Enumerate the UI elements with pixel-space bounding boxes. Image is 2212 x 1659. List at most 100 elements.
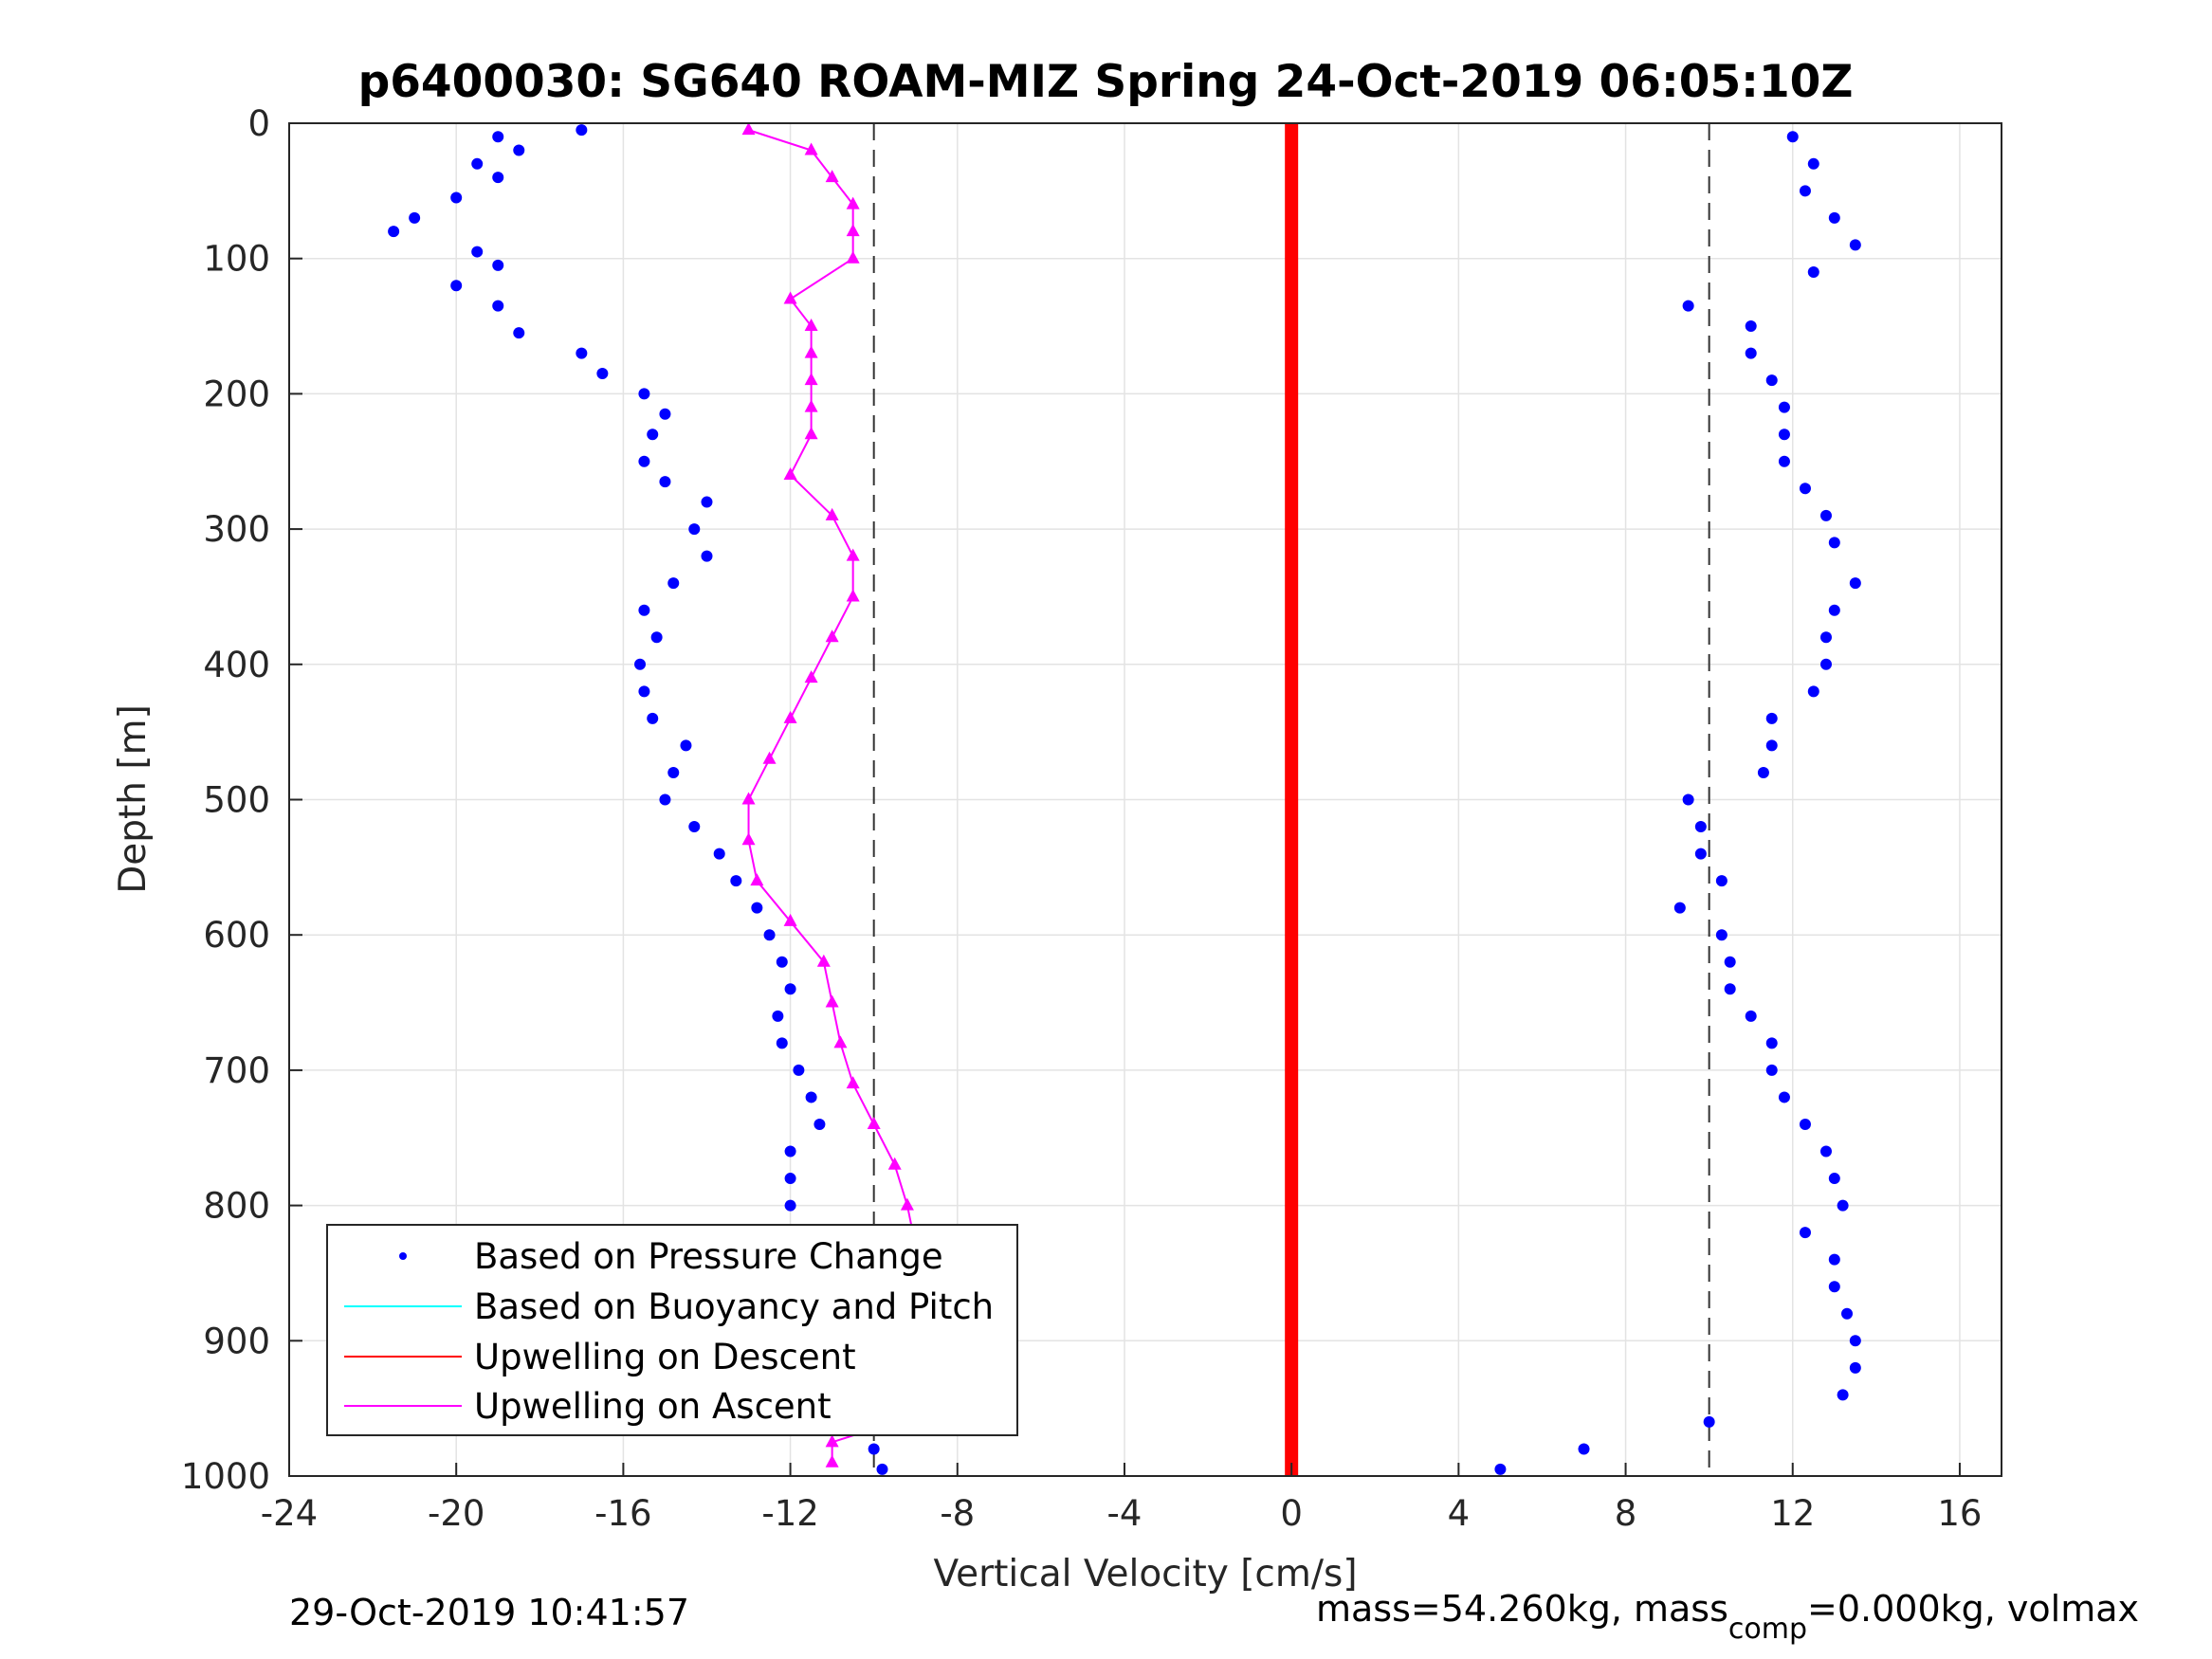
y-tick-label: 1000	[181, 1456, 270, 1497]
ascent-point	[825, 1454, 839, 1468]
x-tick-label: -4	[1107, 1493, 1143, 1534]
x-tick-label: -24	[261, 1493, 318, 1534]
pressure-point	[805, 1091, 817, 1103]
y-ticks: 0 100 200 300 400 500 600 700 800 900 1000	[181, 103, 302, 1497]
ascent-point	[900, 1197, 914, 1211]
pressure-point	[688, 821, 701, 833]
x-tick-label: -16	[594, 1493, 651, 1534]
pressure-point	[647, 712, 659, 724]
pressure-point	[868, 1443, 880, 1455]
pressure-point	[1807, 685, 1819, 698]
pressure-point	[1828, 211, 1840, 224]
pressure-point	[1807, 265, 1819, 278]
pressure-point	[784, 1145, 796, 1158]
y-tick-label: 800	[203, 1186, 270, 1227]
pressure-point	[638, 604, 650, 616]
pressure-point	[784, 1173, 796, 1185]
ascent-point	[783, 467, 797, 481]
ascent-point	[846, 196, 860, 210]
pressure-point	[513, 327, 525, 339]
y-tick-label: 300	[203, 509, 270, 550]
ascent-point	[887, 1157, 902, 1170]
pressure-point	[701, 496, 713, 508]
pressure-point	[763, 929, 776, 941]
pressure-point	[1828, 1173, 1840, 1185]
x-tick-label: 8	[1615, 1493, 1637, 1534]
pressure-point	[1778, 1091, 1790, 1103]
pressure-point	[1765, 1064, 1778, 1076]
pressure-point	[1799, 185, 1811, 197]
footer-mass-info: mass=54.260kg, masscomp=0.000kg, volmax	[1316, 1588, 2139, 1646]
pressure-point	[492, 172, 504, 184]
pressure-point	[793, 1064, 805, 1076]
pressure-point	[1778, 455, 1790, 467]
pressure-point	[1682, 300, 1694, 312]
pressure-point	[730, 875, 742, 887]
pressure-point	[1724, 983, 1736, 995]
ascent-point	[825, 170, 839, 183]
ascent-point	[816, 954, 831, 967]
pressure-point	[1694, 848, 1707, 860]
ascent-point	[804, 319, 818, 332]
ascent-point	[804, 399, 818, 412]
pressure-point	[1807, 157, 1819, 170]
pressure-point	[1819, 631, 1832, 644]
pressure-point	[650, 631, 663, 644]
pressure-point	[1745, 1010, 1757, 1022]
ascent-point	[804, 142, 818, 155]
ascent-point	[825, 629, 839, 643]
y-tick-label: 500	[203, 780, 270, 821]
ascent-point	[741, 792, 756, 805]
pressure-point	[1745, 347, 1757, 359]
ascent-point	[846, 250, 860, 264]
ascent-point	[846, 1076, 860, 1089]
x-tick-label: -12	[761, 1493, 818, 1534]
pressure-point	[638, 388, 650, 400]
y-tick-label: 400	[203, 645, 270, 685]
pressure-point	[576, 347, 588, 359]
ascent-point	[783, 291, 797, 304]
plot-marks	[388, 122, 1861, 1476]
pressure-point	[1765, 1037, 1778, 1049]
pressure-point	[1841, 1307, 1854, 1320]
pressure-point	[471, 157, 484, 170]
pressure-point	[1786, 131, 1799, 143]
ascent-point	[804, 345, 818, 358]
x-tick-label: -20	[428, 1493, 484, 1534]
pressure-point	[1799, 1227, 1811, 1239]
pressure-point	[1778, 401, 1790, 413]
pressure-point	[1819, 509, 1832, 521]
legend-box	[326, 1224, 1018, 1436]
legend-label-pressure: Based on Pressure Change	[474, 1236, 943, 1277]
footer-timestamp: 29-Oct-2019 10:41:57	[289, 1592, 689, 1633]
pressure-point	[513, 144, 525, 156]
pressure-point	[1849, 239, 1861, 251]
pressure-point	[667, 577, 680, 590]
pressure-point	[409, 211, 421, 224]
pressure-point	[667, 766, 680, 778]
x-axis-label: Vertical Velocity [cm/s]	[933, 1553, 1357, 1595]
pressure-point	[1724, 956, 1736, 968]
pressure-point	[1819, 658, 1832, 670]
x-tick-label: 12	[1770, 1493, 1815, 1534]
pressure-point	[638, 685, 650, 698]
ascent-point	[825, 1434, 839, 1448]
pressure-point	[784, 983, 796, 995]
pressure-point	[450, 280, 463, 292]
pressure-point	[1799, 483, 1811, 495]
pressure-point	[492, 131, 504, 143]
pressure-point	[1703, 1415, 1715, 1428]
y-tick-label: 100	[203, 239, 270, 280]
y-axis-label: Depth [m]	[112, 704, 155, 894]
pressure-point	[1765, 712, 1778, 724]
pressure-point	[1694, 821, 1707, 833]
ascent-point	[804, 670, 818, 684]
chart-title: p6400030: SG640 ROAM-MIZ Spring 24-Oct-2…	[358, 56, 1854, 108]
pressure-point	[1578, 1443, 1590, 1455]
pressure-point	[634, 658, 647, 670]
x-ticks: -24 -20 -16 -12 -8 -4 0 4 8 12 16	[261, 1463, 1982, 1534]
ascent-point	[783, 913, 797, 926]
x-tick-label: 0	[1280, 1493, 1303, 1534]
legend-label-ascent: Upwelling on Ascent	[474, 1386, 832, 1427]
